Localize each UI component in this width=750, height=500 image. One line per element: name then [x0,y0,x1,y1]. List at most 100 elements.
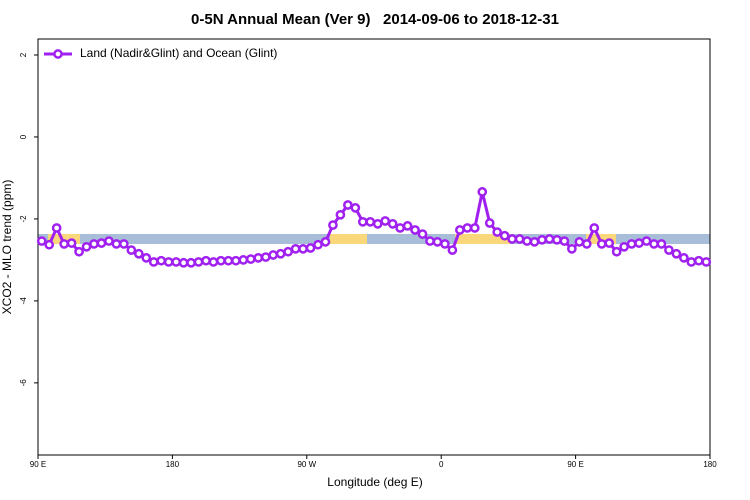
y-tick-label: -2 [19,215,28,223]
x-tick-label: 90 W [297,460,316,469]
point [223,255,234,266]
point [589,223,600,233]
point [231,255,241,266]
point [328,220,338,230]
point [455,225,465,235]
y-tick-label: -4 [19,297,28,305]
point [656,239,667,249]
x-tick-label: 0 [439,460,444,469]
point [619,241,629,252]
point [350,203,361,213]
point [268,250,279,260]
y-tick-label: 0 [19,134,28,139]
point [507,234,517,244]
point [552,234,562,245]
point [671,248,682,259]
plot-frame [37,38,711,456]
point [462,223,473,233]
point [89,239,99,249]
point [59,239,69,249]
point [51,223,62,233]
x-axis-label: Longitude (deg E) [327,475,422,489]
point [148,257,159,267]
point [357,216,368,227]
point [343,200,353,210]
point [320,237,331,247]
point [447,245,458,255]
point [74,246,84,257]
point [522,236,532,246]
point [537,234,547,245]
point [664,245,674,255]
point [574,237,585,247]
point [395,223,405,233]
legend-label: Land (Nadir&Glint) and Ocean (Glint) [80,46,277,60]
point [641,236,652,246]
point [492,227,503,237]
point [186,257,196,268]
point [425,236,435,246]
point [499,230,510,241]
point [253,253,264,263]
point [44,239,55,250]
point [365,216,376,227]
point [171,257,181,267]
point [66,238,77,248]
point [387,218,398,229]
point [275,248,286,259]
point [193,257,204,267]
legend-marker [53,49,63,59]
x-tick-label: 180 [703,460,717,469]
point [335,209,346,220]
point [469,223,480,233]
x-tick-label: 90 E [30,460,46,469]
x-tick-label: 180 [166,460,180,469]
point [634,238,644,248]
point [298,243,308,254]
point [544,234,555,244]
point [686,257,697,267]
point [313,239,323,250]
point [245,254,256,264]
point [163,257,174,267]
point [36,236,47,246]
point [81,241,92,252]
y-axis-label: XCO2 - MLO trend (ppm) [0,180,14,315]
point [290,243,301,254]
point [156,255,167,266]
point [178,257,189,268]
point [126,245,137,255]
point [133,248,144,259]
y-tick-label: 2 [19,52,28,57]
point [432,237,443,247]
point [514,234,525,244]
point [529,237,540,247]
point [477,187,488,197]
point [604,238,615,248]
point [305,243,316,253]
x-tick-label: 90 E [567,460,583,469]
point [141,253,152,263]
y-tick-label: -6 [19,379,28,387]
point [104,236,114,246]
point [372,218,383,229]
point [283,246,293,257]
point [119,239,129,249]
point [96,238,107,248]
point [581,239,592,249]
point [693,255,704,266]
point [484,218,495,228]
point [701,257,712,267]
point [417,229,428,239]
point [649,239,659,249]
point [596,239,607,249]
point [238,255,249,265]
point [402,221,413,231]
point [559,236,570,246]
point [216,255,226,266]
point [626,239,637,249]
point [111,239,122,249]
point [440,239,450,249]
point [679,253,689,263]
